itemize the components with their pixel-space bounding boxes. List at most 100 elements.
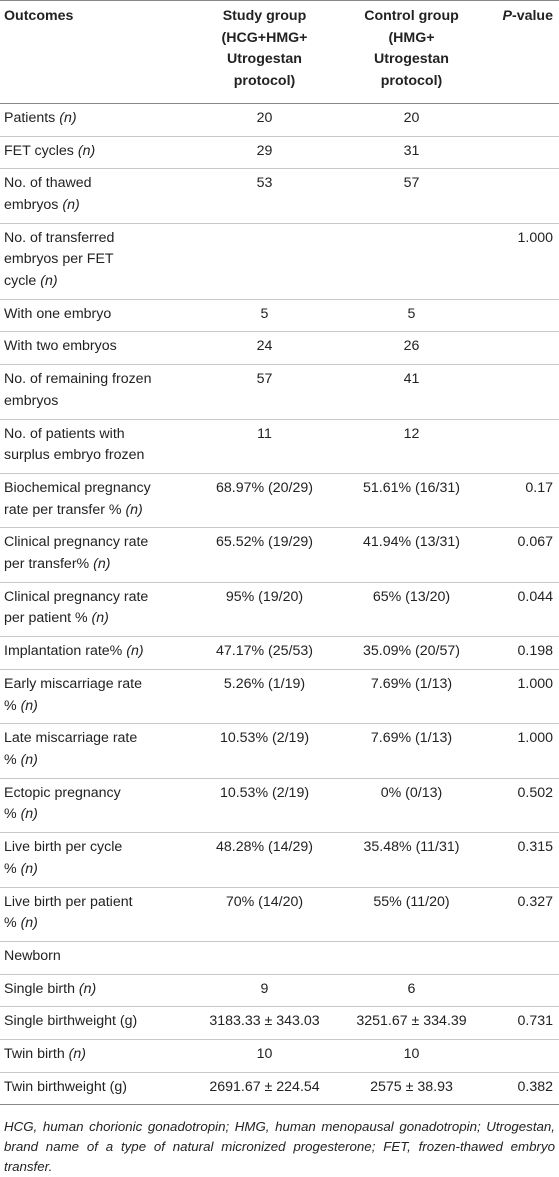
outcome-label: Single birth (n) [0, 974, 195, 1008]
table-row: Biochemical pregnancy rate per transfer %… [0, 473, 559, 529]
outcome-label-n: (n) [20, 806, 38, 823]
outcome-label-line: Early miscarriage rate [4, 674, 191, 696]
study-group-value: 29 [195, 136, 334, 170]
table-row: Live birth per cycle% (n) 48.28% (14/29) 3… [0, 832, 559, 888]
outcome-label-text: cycle [4, 273, 41, 290]
study-group-value: 24 [195, 331, 334, 366]
table-row: Clinical pregnancy rate per transfer% (n)… [0, 527, 559, 583]
header-control-line: protocol) [380, 73, 443, 90]
study-group-value: 48.28% (14/29) [195, 832, 334, 888]
outcome-label: Single birthweight (g) [0, 1006, 195, 1041]
table-row: Ectopic pregnancy% (n) 10.53% (2/19) 0% (0… [0, 778, 559, 834]
outcome-label-text: embryos [4, 196, 63, 213]
outcome-label-line: % (n) [4, 804, 191, 826]
header-study-line: Study group [222, 8, 307, 24]
control-group-value: 41 [334, 364, 489, 420]
outcome-label-line: No. of patients with [4, 424, 191, 446]
p-value: 1.000 [489, 723, 559, 779]
p-value: 0.382 [489, 1072, 559, 1106]
study-group-value: 2691.67 ± 224.54 [195, 1072, 334, 1106]
outcome-label: Late miscarriage rate% (n) [0, 723, 195, 779]
outcome-label-line: Single birth (n) [4, 979, 191, 1001]
outcome-label-text: No. of patients with [4, 425, 125, 442]
control-group-value: 0% (0/13) [334, 778, 489, 834]
table-row: No. of transferred embryos per FET cycle (… [0, 223, 559, 300]
outcome-label-text: % [4, 860, 21, 877]
p-value: 0.198 [489, 636, 559, 670]
table-row: Patients (n) 20 20 [0, 103, 559, 137]
control-group-value: 35.09% (20/57) [334, 636, 489, 670]
outcome-label-n: (n) [68, 1046, 86, 1063]
outcome-label: Biochemical pregnancy rate per transfer %… [0, 473, 195, 529]
outcome-label-text: Twin birth [4, 1046, 69, 1063]
outcome-label-n: (n) [20, 860, 38, 877]
outcome-label-text: per patient % [4, 610, 92, 627]
outcome-label-line: Late miscarriage rate [4, 728, 191, 750]
header-control-line: (HMG+ [388, 29, 435, 46]
p-value [489, 299, 559, 333]
study-group-value: 20 [195, 103, 334, 137]
p-value: 0.315 [489, 832, 559, 888]
outcome-label-text: Single birthweight (g) [4, 1013, 138, 1030]
control-group-value [334, 223, 489, 300]
table-row: No. of thawed embryos (n) 53 57 [0, 168, 559, 224]
p-value [489, 136, 559, 170]
outcome-label: Twin birthweight (g) [0, 1072, 195, 1106]
header-study-line: Utrogestan [227, 51, 302, 68]
outcome-label: Ectopic pregnancy% (n) [0, 778, 195, 834]
study-group-value: 95% (19/20) [195, 582, 334, 638]
p-value [489, 419, 559, 474]
outcomes-table: Outcomes Study group (HCG+HMG+ Utrogesta… [0, 0, 559, 1106]
outcome-label-n: (n) [126, 643, 144, 660]
outcome-label-text: Newborn [4, 947, 61, 964]
outcome-label-line: Clinical pregnancy rate [4, 532, 191, 554]
table-row: No. of patients with surplus embryo froze… [0, 419, 559, 474]
p-value [489, 941, 559, 975]
table-row: FET cycles (n) 29 31 [0, 136, 559, 170]
outcome-label-text: % [4, 751, 21, 768]
control-group-value: 65% (13/20) [334, 582, 489, 638]
outcome-label-line: With two embryos [4, 336, 191, 358]
study-group-value: 3183.33 ± 343.03 [195, 1006, 334, 1041]
outcome-label-line: Implantation rate% (n) [4, 641, 191, 663]
table-row: Live birth per patient% (n) 70% (14/20) 55… [0, 887, 559, 942]
outcome-label-text: With two embryos [4, 338, 117, 355]
outcome-label-n: (n) [93, 556, 111, 573]
control-group-value: 12 [334, 419, 489, 474]
outcome-label: FET cycles (n) [0, 136, 195, 170]
header-control-group: Control group (HMG+ Utrogestan protocol) [334, 0, 489, 104]
control-group-value: 55% (11/20) [334, 887, 489, 942]
control-group-value: 35.48% (11/31) [334, 832, 489, 888]
study-group-value: 57 [195, 364, 334, 420]
outcome-label-text: embryos [4, 392, 59, 409]
control-group-value: 10 [334, 1039, 489, 1073]
p-value: 0.502 [489, 778, 559, 834]
study-group-value: 10.53% (2/19) [195, 778, 334, 834]
outcome-label-n: (n) [59, 109, 77, 126]
study-group-value [195, 223, 334, 300]
outcome-label-line: embryos (n) [4, 195, 191, 217]
study-group-value: 68.97% (20/29) [195, 473, 334, 529]
outcome-label-n: (n) [77, 142, 96, 159]
outcome-label-text: rate per transfer % [4, 501, 126, 518]
outcome-label: With two embryos [0, 331, 195, 366]
control-group-value: 7.69% (1/13) [334, 669, 489, 725]
table-row: Clinical pregnancy rate per patient % (n)… [0, 582, 559, 638]
outcome-label-line: % (n) [4, 750, 191, 772]
outcome-label-text: Biochemical pregnancy [4, 479, 151, 496]
control-group-value: 51.61% (16/31) [334, 473, 489, 529]
study-group-value: 5.26% (1/19) [195, 669, 334, 725]
outcome-label-text: Ectopic pregnancy [4, 784, 121, 801]
p-value: 1.000 [489, 669, 559, 725]
outcome-label-line: Twin birth (n) [4, 1044, 191, 1066]
outcome-label-line: Patients (n) [4, 108, 191, 130]
outcome-label-line: Ectopic pregnancy [4, 783, 191, 805]
p-value [489, 974, 559, 1008]
p-value [489, 364, 559, 420]
outcome-label-text: Single birth [4, 980, 79, 997]
outcome-label: No. of remaining frozen embryos [0, 364, 195, 420]
outcome-label: Live birth per cycle% (n) [0, 832, 195, 888]
outcome-label-text: % [4, 806, 21, 823]
study-group-value: 9 [195, 974, 334, 1008]
outcome-label-line: surplus embryo frozen [4, 445, 191, 467]
